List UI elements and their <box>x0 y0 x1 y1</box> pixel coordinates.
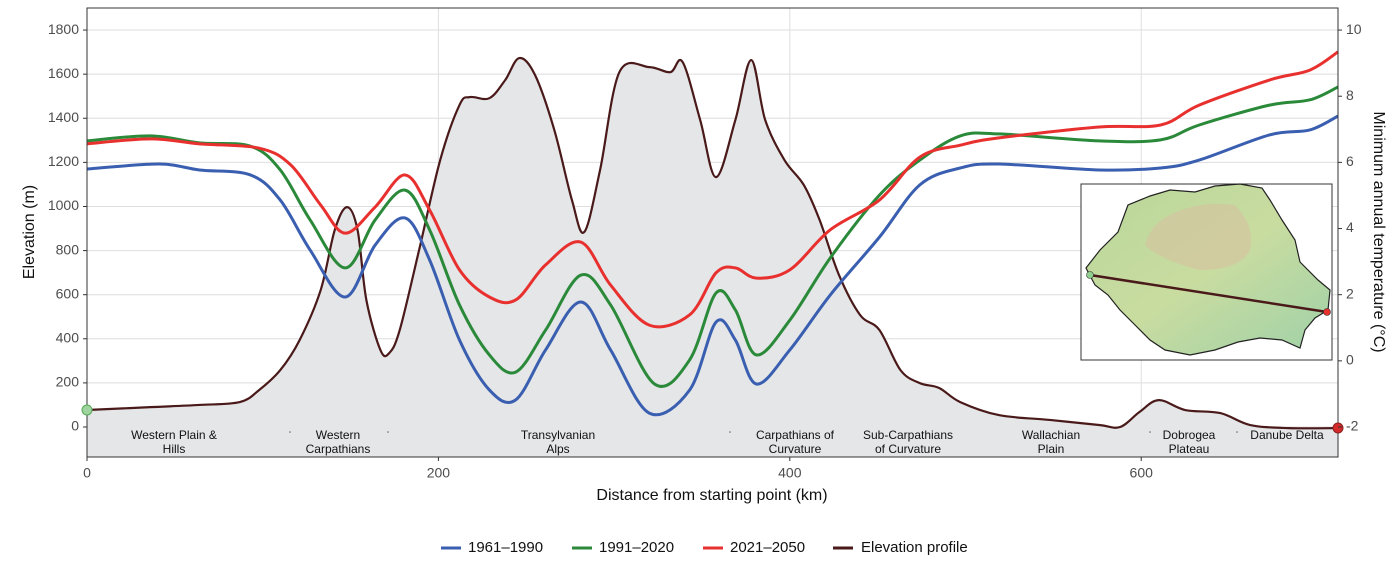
region-label: Danube Delta <box>1250 428 1324 442</box>
start-marker <box>81 404 93 416</box>
region-label: Alps <box>546 442 569 456</box>
legend-label: 1961–1990 <box>468 539 543 556</box>
legend-label: Elevation profile <box>861 539 968 556</box>
y-tick-label: 200 <box>56 374 80 390</box>
y-tick-label: 1000 <box>48 197 79 213</box>
y-tick-label: 1200 <box>48 153 79 169</box>
end-marker <box>1332 422 1344 434</box>
end-point <box>1323 308 1331 316</box>
plot-border <box>86 7 1339 458</box>
legend: 1961–1990 1991–2020 2021–2050 Elevation pro… <box>441 539 968 556</box>
region-label: Carpathians <box>306 442 371 456</box>
profile-line <box>1089 273 1328 314</box>
series-line <box>86 56 1339 430</box>
region-label: Sub-Carpathians <box>863 428 953 442</box>
y2-axis-title: Minimum annual temperature (°C) <box>1370 111 1387 352</box>
region-label: Wallachian <box>1022 428 1080 442</box>
y-axis-title: Elevation (m) <box>21 185 38 279</box>
y2-tick-label: 0 <box>1346 352 1354 368</box>
y2-tick-label: 6 <box>1346 153 1354 169</box>
legend-label: 1991–2020 <box>599 539 674 556</box>
y-tick-label: 600 <box>56 285 80 301</box>
y-tick-label: 1800 <box>48 21 79 37</box>
region-label: Plain <box>1038 442 1065 456</box>
y-tick-label: 1400 <box>48 109 79 125</box>
y2-tick-label: 2 <box>1346 285 1354 301</box>
y2-tick-label: 4 <box>1346 219 1354 235</box>
y2-tick-label: -2 <box>1346 418 1359 434</box>
y-tick-label: 0 <box>71 418 79 434</box>
region-labels: Western Plain & Hills Western Carpathian… <box>131 428 1324 456</box>
x-tick-label: 200 <box>427 465 451 481</box>
mountains <box>1145 203 1251 270</box>
region-label: Plateau <box>1169 442 1210 456</box>
series-line <box>86 114 1339 417</box>
series-line <box>86 50 1339 329</box>
region-label: Carpathians of <box>756 428 835 442</box>
x-axis-title: Distance from starting point (km) <box>596 487 827 504</box>
series-line <box>86 85 1339 388</box>
y2-tick-label: 8 <box>1346 87 1354 103</box>
region-label: Curvature <box>769 442 822 456</box>
marks <box>86 50 1339 457</box>
start-point <box>1086 271 1094 279</box>
legend-label: 2021–2050 <box>730 539 805 556</box>
region-label: Hills <box>163 442 186 456</box>
region-label: Western <box>316 428 360 442</box>
y-tick-label: 400 <box>56 329 80 345</box>
x-tick-label: 0 <box>83 465 91 481</box>
region-label: of Curvature <box>875 442 941 456</box>
region-label: Transylvanian <box>521 428 595 442</box>
inset-map <box>1080 183 1333 361</box>
x-tick-label: 600 <box>1130 465 1154 481</box>
y-tick-label: 1600 <box>48 65 79 81</box>
elevation-area <box>87 57 1338 457</box>
region-label: Dobrogea <box>1163 428 1216 442</box>
y-tick-label: 800 <box>56 241 80 257</box>
region-label: Western Plain & <box>131 428 217 442</box>
region-dividers <box>289 431 1238 433</box>
y2-tick-label: 10 <box>1346 21 1362 37</box>
x-tick-label: 400 <box>778 465 802 481</box>
